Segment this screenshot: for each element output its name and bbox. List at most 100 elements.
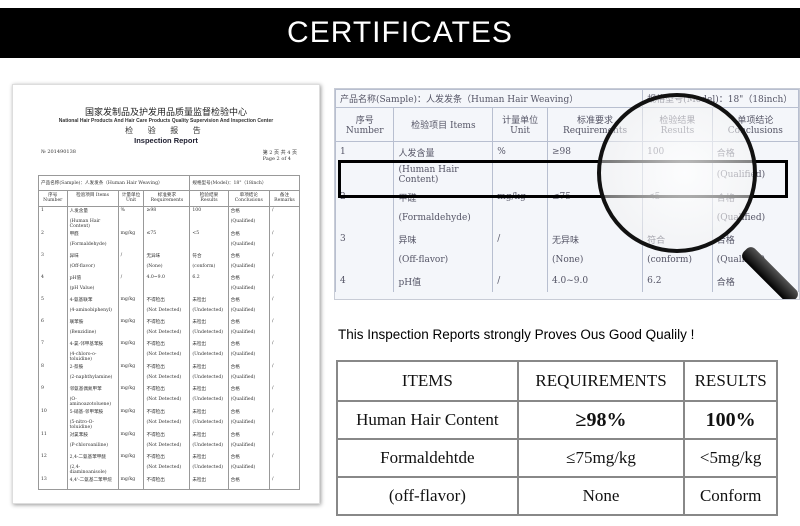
cell-en: (Off-flavor) bbox=[66, 262, 119, 274]
cell-unit: mg/kg bbox=[117, 475, 145, 490]
report-number: № 201490138 bbox=[41, 149, 76, 155]
cell-n: 4 bbox=[38, 273, 68, 285]
column-header: 标准要求 Requirements bbox=[143, 190, 191, 207]
table-row-en: (2,4-diaminoanisole) (Not Detected) (Undet… bbox=[38, 463, 301, 476]
table-row: 10 5-硝基-邻甲苯胺 mg/kg 不得检出 未检出 合格 / bbox=[38, 407, 301, 419]
cell-con2: (Qualified) bbox=[227, 418, 270, 431]
cell-x bbox=[117, 306, 145, 318]
cell-en: (Human Hair Content) bbox=[393, 162, 494, 187]
cell-x bbox=[268, 240, 301, 252]
column-header: 检验项目 Items bbox=[66, 190, 119, 207]
cell-unit: mg/kg bbox=[117, 295, 145, 307]
cell-x bbox=[268, 284, 301, 296]
cell-cn: 2-萘胺 bbox=[66, 362, 119, 374]
cell-n: 1 bbox=[335, 141, 395, 163]
cell-x bbox=[38, 350, 68, 363]
cell-n: 4 bbox=[335, 270, 395, 292]
table-row-en: (Off-flavor) (None) (conform) (Qualified) bbox=[38, 262, 301, 274]
cell-n: 3 bbox=[335, 228, 395, 250]
cell-cn: pH值 bbox=[66, 273, 119, 285]
cell-cn: 对氯苯胺 bbox=[66, 430, 119, 442]
column-header: 检验项目 Items bbox=[393, 107, 494, 142]
table-row: 5 4-氨基联苯 mg/kg 不得检出 未检出 合格 / bbox=[38, 295, 301, 307]
cell: 100% bbox=[683, 400, 778, 440]
cell-x bbox=[335, 207, 395, 229]
cell-x bbox=[268, 262, 301, 274]
cell-x bbox=[268, 373, 301, 385]
cell-x bbox=[38, 441, 68, 453]
cell-unit: / bbox=[117, 251, 145, 263]
cell-res2: (Undetected) bbox=[189, 328, 229, 340]
table-row: 3 异味 / 无异味 符合 合格 / bbox=[38, 251, 301, 263]
cell-rem: / bbox=[268, 229, 301, 241]
cell-req: 不得检出 bbox=[143, 407, 191, 419]
cell-en: (O-aminoazotoluene) bbox=[66, 395, 119, 408]
cell-con2: (Qualified) bbox=[227, 240, 270, 252]
cell-en: (Formaldehyde) bbox=[393, 207, 494, 229]
cell-con: 合格 bbox=[227, 362, 270, 374]
cell-rem: / bbox=[268, 251, 301, 263]
summary-table: ITEMS REQUIREMENTS RESULTS Human Hair Cont… bbox=[336, 360, 778, 516]
cell: Human Hair Content bbox=[336, 400, 519, 440]
cell-rem: / bbox=[268, 430, 301, 442]
page-en: Page 2 of 4 bbox=[262, 156, 291, 162]
cell-x bbox=[117, 240, 145, 252]
cell-x bbox=[117, 350, 145, 363]
cell-x bbox=[38, 395, 68, 408]
table-row: 9 邻氨基偶氮甲苯 mg/kg 不得检出 未检出 合格 / bbox=[38, 384, 301, 396]
report-title-cn: 检 验 报 告 bbox=[125, 126, 207, 135]
cell-res2: (Undetected) bbox=[189, 463, 229, 476]
cell-x bbox=[38, 306, 68, 318]
cell-unit: mg/kg bbox=[117, 339, 145, 351]
cell-en: (Benzidine) bbox=[66, 328, 119, 340]
cell-req: 4.0~9.0 bbox=[546, 270, 644, 292]
cell-req: 不得检出 bbox=[143, 452, 191, 464]
cell-rem: / bbox=[268, 206, 301, 218]
cell-con: 合格 bbox=[227, 251, 270, 263]
cell-res: 未检出 bbox=[189, 295, 229, 307]
cell-req2: (Not Detected) bbox=[143, 395, 191, 408]
table-row-en: (5-nitro-O-toluidine) (Not Detected) (Unde… bbox=[38, 418, 301, 431]
cell-n: 11 bbox=[38, 430, 68, 442]
cell-req: 不得检出 bbox=[143, 362, 191, 374]
cell-res2: (Undetected) bbox=[189, 306, 229, 318]
cell-cn: 联苯胺 bbox=[66, 317, 119, 329]
cell-x bbox=[335, 249, 395, 271]
cell-con2: (Qualified) bbox=[227, 217, 270, 230]
cell-unit: / bbox=[117, 273, 145, 285]
column-header: 检验结果 Results bbox=[189, 190, 229, 207]
table-row: Human Hair Content ≥98% 100% bbox=[336, 400, 778, 440]
column-header: 序号 Number bbox=[335, 107, 395, 142]
table-row: 8 2-萘胺 mg/kg 不得检出 未检出 合格 / bbox=[38, 362, 301, 374]
cell-x bbox=[268, 350, 301, 363]
cell-res2: (conform) bbox=[189, 262, 229, 274]
cell-con2: (Qualified) bbox=[227, 328, 270, 340]
page-cn: 第 2 页 共 4 页 bbox=[262, 150, 297, 156]
cell-en: (Off-flavor) bbox=[393, 249, 494, 271]
cell-x bbox=[38, 284, 68, 296]
cell-cn: 2,4-二氨基苯甲醚 bbox=[66, 452, 119, 464]
cell-res2: (Undetected) bbox=[189, 418, 229, 431]
cell-res: 未检出 bbox=[189, 339, 229, 351]
cell-x bbox=[38, 328, 68, 340]
header-items: ITEMS bbox=[336, 360, 519, 402]
cell-x bbox=[268, 328, 301, 340]
table-row-en: (P-chloroaniline) (Not Detected) (Undetect… bbox=[38, 441, 301, 453]
cell-cn: 异味 bbox=[393, 228, 494, 250]
cell-con: 合格 bbox=[227, 339, 270, 351]
cell-x bbox=[268, 418, 301, 431]
cell-con: 合格 bbox=[227, 452, 270, 464]
cell-x bbox=[38, 240, 68, 252]
cell-x bbox=[117, 373, 145, 385]
cell-res2 bbox=[189, 217, 229, 230]
cell-req: ≤75 bbox=[143, 229, 191, 241]
cell-x bbox=[117, 463, 145, 476]
cell-unit: mg/kg bbox=[117, 452, 145, 464]
cell-en: (Human Hair Content) bbox=[66, 217, 119, 230]
cell: ≥98% bbox=[516, 400, 686, 440]
cell: Formaldehtde bbox=[336, 438, 519, 478]
column-header: 单项结论 Conclusions bbox=[227, 190, 270, 207]
cell-req: 不得检出 bbox=[143, 475, 191, 490]
cell-en: (2,4-diaminoanisole) bbox=[66, 463, 119, 476]
cell-req: 无异味 bbox=[143, 251, 191, 263]
